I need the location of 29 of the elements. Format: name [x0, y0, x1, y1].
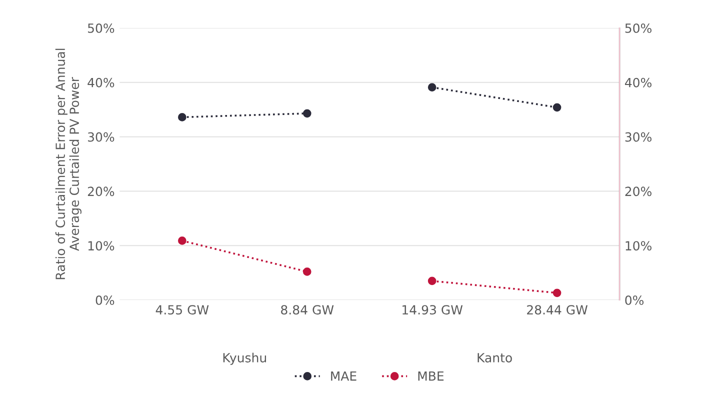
point [302, 109, 312, 118]
x-tick-label: 28.44 GW [527, 305, 588, 315]
y2-tick-label: 50% [625, 23, 652, 33]
y2-tick-label: 0% [625, 295, 644, 305]
y-tick-label: 0% [96, 295, 114, 305]
point [178, 113, 186, 122]
text: Kyushu [223, 352, 266, 365]
y2-tick-label: 40% [624, 78, 652, 88]
x-tick-label: 8.84 GW [281, 305, 334, 315]
y-tick-label: 10% [88, 241, 114, 251]
text: Kanto [478, 353, 512, 362]
y-tick-label: 30% [88, 132, 114, 142]
point [178, 236, 186, 245]
point [552, 103, 562, 112]
x-tick-label: 14.93 GW [402, 305, 463, 315]
y-tick-label: 40% [88, 78, 114, 88]
y2-tick-label: 20% [625, 186, 652, 196]
point [552, 288, 562, 298]
x-tick-label: 4.55 GW [156, 305, 209, 315]
y-tick-label: 50% [88, 23, 114, 33]
y2-tick-label: 30% [625, 132, 652, 142]
point [428, 83, 436, 92]
y2-tick-label: 10% [626, 241, 652, 251]
point [302, 268, 312, 276]
y-tick-label: 20% [88, 186, 114, 196]
point [428, 276, 436, 286]
legend-label: MBE [418, 371, 444, 381]
y-axis-title: Ratio of Curtailment Error per Annual Average Curtailed PV Power [55, 48, 82, 280]
legend-label: MAE [331, 371, 356, 381]
